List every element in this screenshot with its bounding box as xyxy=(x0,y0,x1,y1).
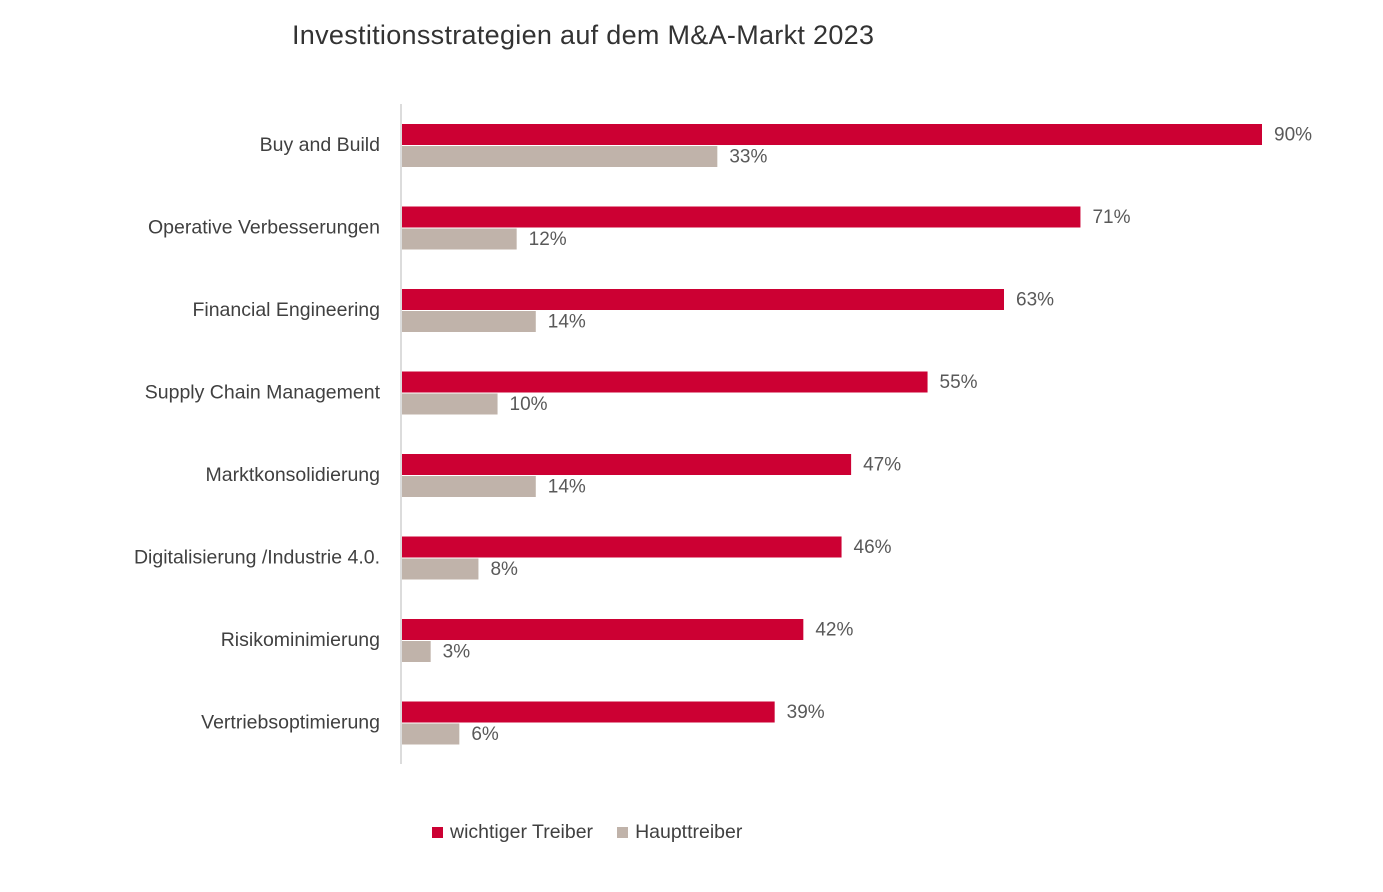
data-label-wichtiger-treiber-financial-engineering: 63% xyxy=(1016,290,1054,311)
chart-title: Investitionsstrategien auf dem M&A-Markt… xyxy=(292,20,875,50)
legend-item-wichtiger-treiber: wichtiger Treiber xyxy=(432,821,593,844)
bar-haupttreiber-marktkonsolidierung xyxy=(402,476,536,497)
bar-wichtiger-treiber-operative-verbesserungen xyxy=(402,206,1081,228)
data-label-haupttreiber-vertriebsoptimierung: 6% xyxy=(471,724,499,745)
bar-haupttreiber-digitalisierung-industrie-4-0 xyxy=(402,558,479,580)
bar-wichtiger-treiber-supply-chain-management xyxy=(402,371,928,393)
category-label-risikominimierung: Risikominimierung xyxy=(221,629,380,651)
bar-haupttreiber-vertriebsoptimierung xyxy=(402,723,460,745)
data-label-wichtiger-treiber-supply-chain-management: 55% xyxy=(940,372,978,393)
data-label-wichtiger-treiber-vertriebsoptimierung: 39% xyxy=(787,702,825,723)
data-label-wichtiger-treiber-risikominimierung: 42% xyxy=(815,620,853,641)
data-label-haupttreiber-digitalisierung-industrie-4-0: 8% xyxy=(490,559,518,580)
data-label-haupttreiber-buy-and-build: 33% xyxy=(729,147,767,168)
data-label-wichtiger-treiber-digitalisierung-industrie-4-0: 46% xyxy=(854,537,892,558)
data-label-haupttreiber-risikominimierung: 3% xyxy=(443,642,471,663)
data-label-wichtiger-treiber-marktkonsolidierung: 47% xyxy=(863,455,901,476)
data-label-haupttreiber-marktkonsolidierung: 14% xyxy=(548,477,586,498)
bar-wichtiger-treiber-vertriebsoptimierung xyxy=(402,701,775,723)
legend-item-haupttreiber: Haupttreiber xyxy=(617,821,742,844)
data-label-haupttreiber-supply-chain-management: 10% xyxy=(510,394,548,415)
category-label-supply-chain-management: Supply Chain Management xyxy=(145,382,381,404)
bar-haupttreiber-risikominimierung xyxy=(402,641,431,662)
legend: wichtiger Treiber Haupttreiber xyxy=(432,821,766,844)
bar-haupttreiber-buy-and-build xyxy=(402,146,718,167)
category-label-vertriebsoptimierung: Vertriebsoptimierung xyxy=(201,712,380,734)
bar-haupttreiber-operative-verbesserungen xyxy=(402,228,517,250)
data-label-haupttreiber-financial-engineering: 14% xyxy=(548,312,586,333)
category-label-marktkonsolidierung: Marktkonsolidierung xyxy=(205,464,380,486)
category-label-digitalisierung-industrie-4-0: Digitalisierung /Industrie 4.0. xyxy=(134,547,380,569)
category-label-buy-and-build: Buy and Build xyxy=(260,134,380,156)
bar-wichtiger-treiber-risikominimierung xyxy=(402,619,804,640)
data-label-haupttreiber-operative-verbesserungen: 12% xyxy=(529,229,567,250)
bar-haupttreiber-supply-chain-management xyxy=(402,393,498,415)
legend-label-haupttreiber: Haupttreiber xyxy=(635,821,743,843)
category-label-financial-engineering: Financial Engineering xyxy=(192,299,380,321)
bar-wichtiger-treiber-buy-and-build xyxy=(402,124,1262,145)
bar-wichtiger-treiber-marktkonsolidierung xyxy=(402,454,852,475)
data-label-wichtiger-treiber-operative-verbesserungen: 71% xyxy=(1092,207,1130,228)
bar-wichtiger-treiber-financial-engineering xyxy=(402,289,1004,310)
legend-label-wichtiger-treiber: wichtiger Treiber xyxy=(450,821,594,843)
bar-wichtiger-treiber-digitalisierung-industrie-4-0 xyxy=(402,536,842,558)
legend-swatch-haupttreiber xyxy=(617,827,629,838)
bar-haupttreiber-financial-engineering xyxy=(402,311,536,332)
legend-swatch-wichtiger-treiber xyxy=(432,827,443,838)
category-label-operative-verbesserungen: Operative Verbesserungen xyxy=(148,217,380,239)
data-label-wichtiger-treiber-buy-and-build: 90% xyxy=(1274,125,1312,146)
